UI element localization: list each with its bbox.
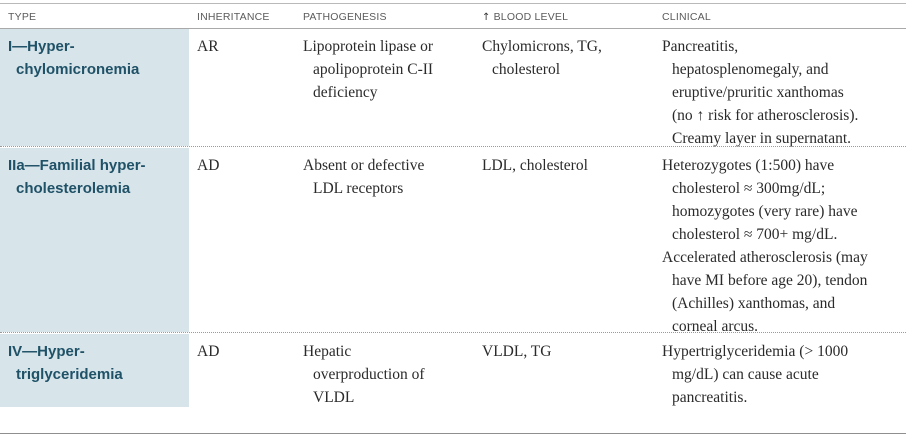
pathogenesis-line: VLDL (313, 389, 355, 406)
blood-level-line: VLDL, TG (482, 343, 552, 360)
type-label: IV—Hyper- triglyceridemia (8, 340, 186, 386)
clinical-cell: Heterozygotes (1:500) have cholesterol ≈… (662, 154, 906, 338)
header-blood-level-label: BLOOD LEVEL (493, 11, 569, 23)
pathogenesis-line: overproduction of (313, 366, 425, 383)
row-separator (0, 146, 906, 147)
blood-level-cell: LDL, cholesterol (482, 154, 657, 177)
table-row: IV—Hyper- triglyceridemia AD Hepatic ove… (0, 334, 906, 407)
clinical-line: corneal arcus. (672, 318, 759, 335)
header-clinical: CLINICAL (662, 11, 711, 23)
row-separator (0, 332, 906, 333)
type-label-line1: IIa—Familial hyper- (8, 157, 146, 174)
top-rule (0, 3, 906, 4)
type-label: I—Hyper- chylomicronemia (8, 35, 186, 81)
bottom-rule (0, 433, 906, 434)
blood-level-line: LDL, cholesterol (482, 157, 588, 174)
header-blood-level: ↑ BLOOD LEVEL (482, 5, 568, 29)
clinical-line: (no ↑ risk for atherosclerosis). (672, 107, 859, 124)
type-label-line2: cholesterolemia (16, 180, 131, 197)
type-cell: IV—Hyper- triglyceridemia (0, 334, 189, 407)
pathogenesis-line: LDL receptors (313, 180, 404, 197)
inheritance-cell: AD (197, 154, 297, 177)
table-row: IIa—Familial hyper- cholesterolemia AD A… (0, 148, 906, 335)
table-header: TYPE INHERITANCE PATHOGENESIS ↑ BLOOD LEV… (0, 5, 906, 29)
header-type: TYPE (8, 11, 37, 23)
type-label-line2: triglyceridemia (16, 366, 123, 383)
clinical-cell: Hypertriglyceridemia (> 1000 mg/dL) can … (662, 340, 906, 409)
inheritance-value: AD (197, 343, 220, 360)
clinical-cell: Pancreatitis, hepatosplenomegaly, and er… (662, 35, 906, 150)
inheritance-cell: AD (197, 340, 297, 363)
header-pathogenesis: PATHOGENESIS (303, 11, 387, 23)
clinical-line: cholesterol ≈ 300mg/dL; (672, 180, 826, 197)
pathogenesis-line: Absent or defective (303, 157, 425, 174)
inheritance-cell: AR (197, 35, 297, 58)
inheritance-value: AR (197, 38, 219, 55)
type-label-line2: chylomicronemia (16, 61, 140, 78)
clinical-line: Hypertriglyceridemia (> 1000 (662, 343, 849, 360)
clinical-line: homozygotes (very rare) have (672, 203, 858, 220)
pathogenesis-line: Hepatic (303, 343, 352, 360)
table-row: I—Hyper- chylomicronemia AR Lipoprotein … (0, 29, 906, 147)
blood-level-line: Chylomicrons, TG, (482, 38, 602, 55)
clinical-line: Pancreatitis, (662, 38, 739, 55)
header-inheritance: INHERITANCE (197, 11, 270, 23)
clinical-line: Accelerated atherosclerosis (may (662, 249, 868, 266)
blood-level-cell: Chylomicrons, TG, cholesterol (482, 35, 657, 81)
blood-level-line: cholesterol (492, 61, 561, 78)
pathogenesis-cell: Hepatic overproduction of VLDL (303, 340, 478, 409)
blood-level-cell: VLDL, TG (482, 340, 657, 363)
type-label-line1: IV—Hyper- (8, 343, 85, 360)
header-rule (0, 28, 906, 29)
type-cell: I—Hyper- chylomicronemia (0, 29, 189, 146)
clinical-line: eruptive/pruritic xanthomas (672, 84, 844, 101)
clinical-line: cholesterol ≈ 700+ mg/dL. (672, 226, 838, 243)
pathogenesis-line: apolipoprotein C-II (313, 61, 434, 78)
type-label-line1: I—Hyper- (8, 38, 75, 55)
clinical-line: hepatosplenomegaly, and (672, 61, 829, 78)
inheritance-value: AD (197, 157, 220, 174)
pathogenesis-line: Lipoprotein lipase or (303, 38, 433, 55)
type-cell: IIa—Familial hyper- cholesterolemia (0, 148, 189, 332)
clinical-line: pancreatitis. (672, 389, 748, 406)
clinical-line: (Achilles) xanthomas, and (672, 295, 836, 312)
pathogenesis-line: deficiency (313, 84, 378, 101)
clinical-line: have MI before age 20), tendon (672, 272, 868, 289)
clinical-line: Creamy layer in supernatant. (672, 130, 852, 147)
up-arrow-icon: ↑ (482, 12, 491, 23)
pathogenesis-cell: Lipoprotein lipase or apolipoprotein C-I… (303, 35, 478, 104)
pathogenesis-cell: Absent or defective LDL receptors (303, 154, 478, 200)
type-label: IIa—Familial hyper- cholesterolemia (8, 154, 186, 200)
clinical-line: Heterozygotes (1:500) have (662, 157, 835, 174)
clinical-line: mg/dL) can cause acute (672, 366, 819, 383)
